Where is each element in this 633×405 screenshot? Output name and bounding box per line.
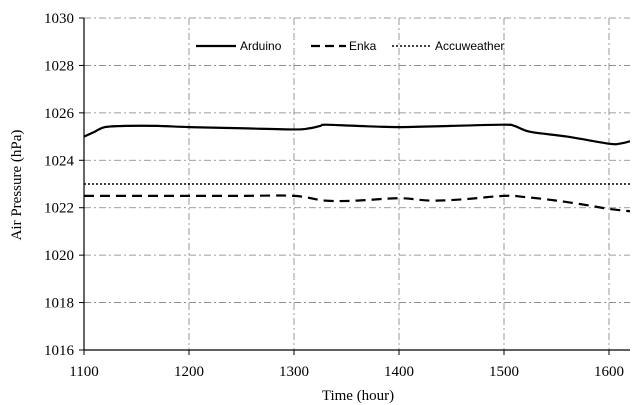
y-tick-label: 1020 bbox=[44, 248, 74, 264]
legend-label-enka: Enka bbox=[349, 39, 377, 53]
x-tick-label: 1300 bbox=[279, 364, 309, 380]
series-line-enka bbox=[84, 194, 631, 213]
legend-label-accuweather: Accuweather bbox=[435, 39, 504, 53]
y-tick-label: 1018 bbox=[44, 296, 74, 312]
x-tick-label: 1200 bbox=[174, 364, 204, 380]
x-axis-title: Time (hour) bbox=[322, 388, 394, 404]
x-tick-label: 1600 bbox=[594, 364, 624, 380]
x-tick-label: 1500 bbox=[489, 364, 519, 380]
y-tick-label: 1024 bbox=[44, 153, 75, 169]
legend-label-arduino: Arduino bbox=[240, 39, 282, 53]
legend: Arduino Enka Accuweather bbox=[196, 39, 504, 53]
series-lines bbox=[83, 123, 631, 213]
y-tick-label: 1026 bbox=[44, 106, 75, 122]
grid bbox=[84, 17, 630, 350]
y-axis-title: Air Pressure (hPa) bbox=[9, 130, 25, 241]
y-tick-label: 1028 bbox=[44, 58, 74, 74]
axes: 1016 1018 1020 1022 1024 1026 1028 1030 1100 1200… bbox=[44, 11, 630, 380]
series-line-arduino bbox=[83, 123, 631, 146]
x-tick-label: 1400 bbox=[384, 364, 414, 380]
x-tick-label: 1100 bbox=[69, 364, 98, 380]
y-tick-label: 1022 bbox=[44, 201, 74, 217]
y-tick-label: 1016 bbox=[44, 343, 75, 359]
y-tick-label: 1030 bbox=[44, 11, 74, 27]
